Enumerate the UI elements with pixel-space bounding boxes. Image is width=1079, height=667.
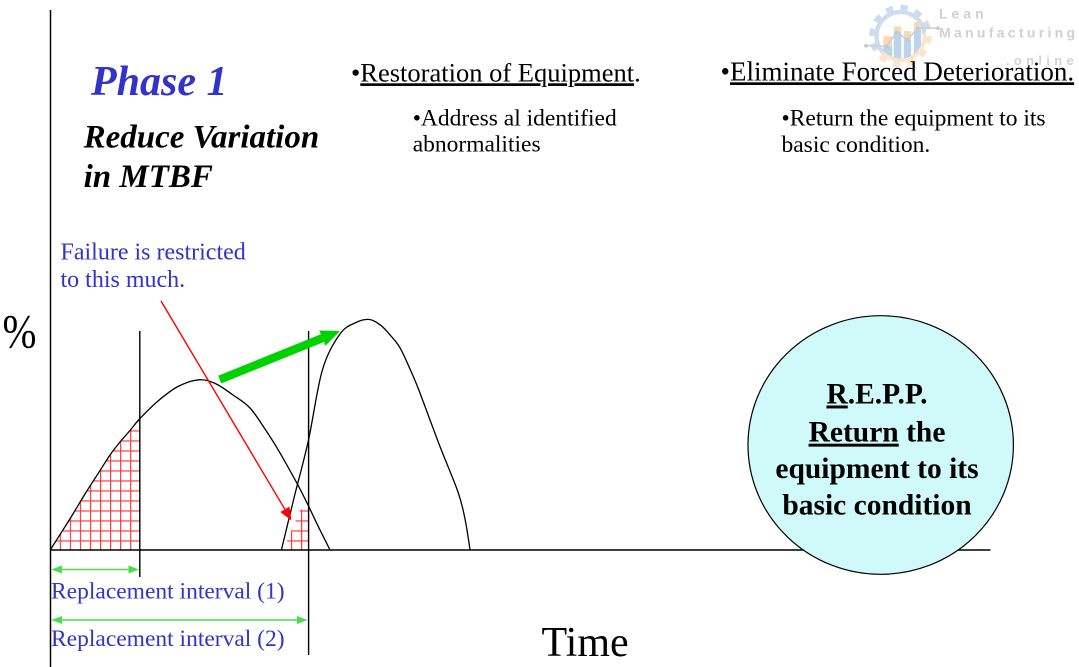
svg-text:Time: Time — [542, 620, 629, 666]
svg-text:equipment to its: equipment to its — [775, 453, 978, 485]
svg-text:in MTBF: in MTBF — [84, 159, 213, 195]
svg-text:Reduce Variation: Reduce Variation — [83, 120, 320, 156]
svg-text:Phase 1: Phase 1 — [90, 59, 228, 105]
svg-text:Return the: Return the — [809, 417, 946, 449]
svg-text:•Restoration of Equipment.: •Restoration of Equipment. — [351, 57, 641, 87]
svg-text:Replacement interval (1): Replacement interval (1) — [51, 578, 285, 604]
svg-text:Lean: Lean — [939, 6, 988, 22]
svg-text:basic condition.: basic condition. — [782, 132, 931, 158]
svg-text:Manufacturing: Manufacturing — [939, 25, 1078, 41]
svg-text:Replacement interval (2): Replacement interval (2) — [51, 626, 285, 652]
svg-text:to this much.: to this much. — [61, 267, 186, 293]
svg-text:Failure is restricted: Failure is restricted — [61, 240, 246, 266]
svg-text:•Address al identified: •Address al identified — [413, 106, 617, 132]
svg-text:abnormalities: abnormalities — [413, 132, 541, 158]
svg-text:R.E.P.P.: R.E.P.P. — [826, 379, 927, 411]
svg-text:•Eliminate Forced Deterioratio: •Eliminate Forced Deterioration. — [721, 56, 1075, 86]
svg-text:%: % — [3, 304, 37, 358]
svg-text:.online: .online — [1006, 53, 1078, 68]
svg-text:•Return the equipment to its: •Return the equipment to its — [782, 106, 1046, 132]
svg-text:basic condition: basic condition — [782, 490, 971, 522]
